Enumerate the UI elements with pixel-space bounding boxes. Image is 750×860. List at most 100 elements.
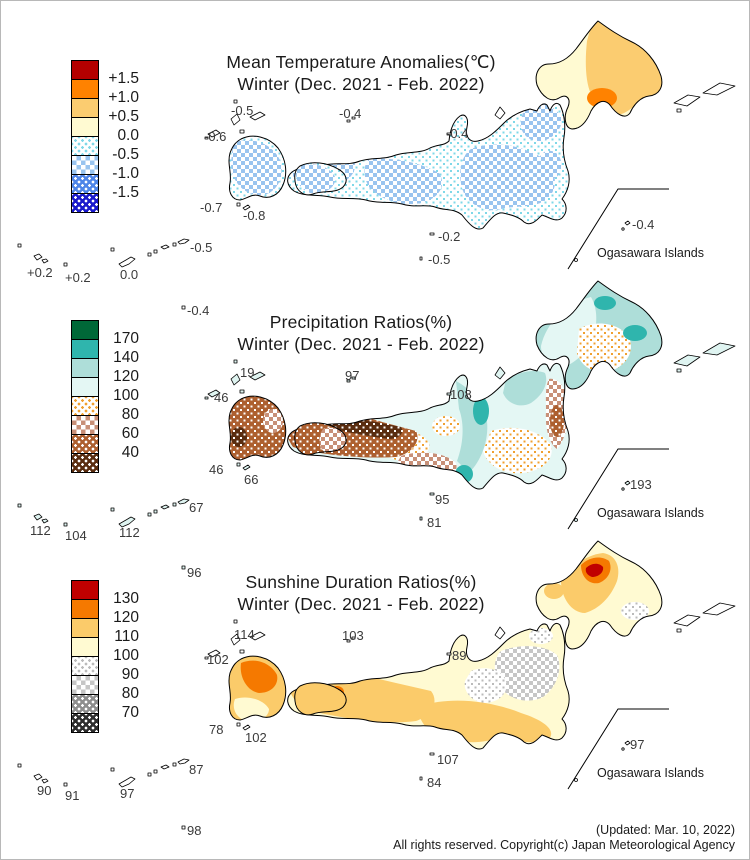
- map-value-label: 102: [245, 730, 267, 745]
- title-line1: Mean Temperature Anomalies(℃): [226, 52, 496, 72]
- legend-swatch: [71, 339, 99, 359]
- map-value-label: 0.0: [120, 267, 139, 282]
- legend-swatch: [71, 580, 99, 600]
- legend-tick: -1.5: [112, 184, 139, 201]
- section-temperature: Mean Temperature Anomalies(℃) Winter (De…: [1, 1, 749, 317]
- footer: (Updated: Mar. 10, 2022) All rights rese…: [1, 823, 735, 852]
- map-value-label: 112: [30, 523, 51, 538]
- map-value-label: 95: [435, 492, 450, 507]
- legend-swatch: [71, 599, 99, 619]
- legend-swatch: [71, 117, 99, 137]
- legend-tick: 80: [121, 685, 139, 702]
- legend-tick: 100: [113, 387, 139, 404]
- map-value-label: 87: [189, 762, 204, 777]
- map-value-label: -0.4: [446, 126, 469, 141]
- legend-tick: 80: [121, 406, 139, 423]
- legend-tick: +0.5: [108, 108, 139, 125]
- legend-tick: -0.5: [112, 146, 139, 163]
- legend-swatch: [71, 377, 99, 397]
- map-value-label: 66: [244, 472, 259, 487]
- map-value-label: -0.5: [428, 252, 451, 267]
- map-title-sunshine: Sunshine Duration Ratios(%) Winter (Dec.…: [146, 571, 576, 615]
- legend-swatch: [71, 98, 99, 118]
- map-value-label: 114: [234, 627, 255, 642]
- map-value-label: 67: [189, 500, 204, 515]
- legend-swatch: [71, 193, 99, 213]
- map-value-label: -0.4: [339, 106, 362, 121]
- legend-tick: 170: [113, 330, 139, 347]
- legend-tick: 60: [121, 425, 139, 442]
- map-value-label: 98: [187, 823, 202, 838]
- legend-swatch: [71, 358, 99, 378]
- legend-swatch: [71, 618, 99, 638]
- map-value-label: 90: [37, 783, 52, 798]
- map-value-label: 107: [437, 752, 459, 767]
- map-value-label: 97: [630, 737, 645, 752]
- legend-swatch: [71, 675, 99, 695]
- legend-tick: 70: [121, 704, 139, 721]
- map-value-label: 19: [240, 365, 255, 380]
- legend-swatch: [71, 174, 99, 194]
- legend-tick: -1.0: [112, 165, 139, 182]
- map-value-label: -0.6: [204, 129, 227, 144]
- map-value-label: +0.2: [65, 270, 91, 285]
- map-value-label: 46: [214, 390, 229, 405]
- title-line1: Precipitation Ratios(%): [269, 312, 453, 332]
- legend-tick: 110: [114, 628, 139, 645]
- map-value-label: 78: [209, 722, 224, 737]
- ogasawara-islands-label: Ogasawara Islands: [597, 246, 705, 260]
- legend-tick: 90: [121, 666, 139, 683]
- legend-swatch: [71, 656, 99, 676]
- title-line2: Winter (Dec. 2021 - Feb. 2022): [237, 594, 485, 614]
- ogasawara-islands-label: Ogasawara Islands: [597, 506, 705, 520]
- section-sunshine: Sunshine Duration Ratios(%) Winter (Dec.…: [1, 521, 749, 837]
- title-line2: Winter (Dec. 2021 - Feb. 2022): [237, 334, 485, 354]
- map-value-label: 108: [450, 387, 472, 402]
- legend-swatch: [71, 136, 99, 156]
- legend-swatch: [71, 453, 99, 473]
- ogasawara-islands-label: Ogasawara Islands: [597, 766, 705, 780]
- map-value-label: 91: [65, 788, 80, 803]
- map-title-temperature: Mean Temperature Anomalies(℃) Winter (De…: [146, 51, 576, 95]
- map-value-label: -0.5: [231, 103, 254, 118]
- map-value-label: -0.4: [187, 303, 210, 318]
- map-value-label: 193: [630, 477, 652, 492]
- legend-swatch: [71, 396, 99, 416]
- legend-tick: 100: [113, 647, 139, 664]
- map-value-label: -0.8: [243, 208, 266, 223]
- map-title-precipitation: Precipitation Ratios(%) Winter (Dec. 202…: [146, 311, 576, 355]
- map-value-label: -0.4: [632, 217, 655, 232]
- footer-copyright: All rights reserved. Copyright(c) Japan …: [393, 837, 735, 852]
- map-value-label: -0.5: [190, 240, 213, 255]
- map-value-label: 102: [207, 652, 229, 667]
- legend-swatch: [71, 694, 99, 714]
- map-temperature: [17, 20, 736, 310]
- legend-swatch: [71, 713, 99, 733]
- title-line1: Sunshine Duration Ratios(%): [245, 572, 477, 592]
- section-precipitation: Precipitation Ratios(%) Winter (Dec. 202…: [1, 261, 749, 579]
- footer-updated: (Updated: Mar. 10, 2022): [596, 823, 735, 837]
- map-value-label: +0.2: [27, 265, 53, 280]
- legend-tick: 40: [121, 444, 139, 461]
- legend-swatch: [71, 434, 99, 454]
- legend-tick: +1.0: [108, 89, 139, 106]
- map-value-label: 81: [427, 515, 442, 530]
- map-value-label: 84: [427, 775, 442, 790]
- legend-tick: 140: [113, 349, 139, 366]
- legend-tick: 120: [113, 368, 139, 385]
- legend-swatch: [71, 415, 99, 435]
- legend-tick: 130: [113, 590, 139, 607]
- map-value-label: 103: [342, 628, 364, 643]
- map-value-label: 97: [120, 786, 135, 801]
- legend-swatch: [71, 320, 99, 340]
- legend-swatch: [71, 637, 99, 657]
- map-value-label: 104: [65, 528, 87, 543]
- map-value-label: 112: [119, 525, 140, 540]
- map-value-label: -0.7: [200, 200, 223, 215]
- title-line2: Winter (Dec. 2021 - Feb. 2022): [237, 74, 485, 94]
- map-value-label: 46: [209, 462, 224, 477]
- map-value-label: -0.2: [438, 229, 461, 244]
- legend-swatch: [71, 60, 99, 80]
